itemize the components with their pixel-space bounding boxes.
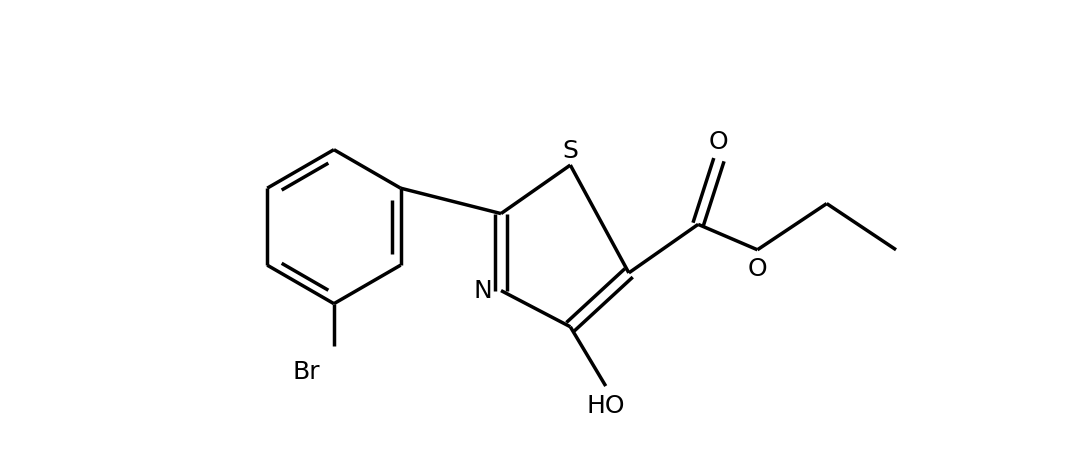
Text: Br: Br: [292, 360, 320, 384]
Text: N: N: [473, 278, 492, 303]
Text: HO: HO: [587, 394, 625, 418]
Text: O: O: [748, 257, 767, 282]
Text: O: O: [709, 130, 728, 153]
Text: S: S: [562, 139, 578, 163]
